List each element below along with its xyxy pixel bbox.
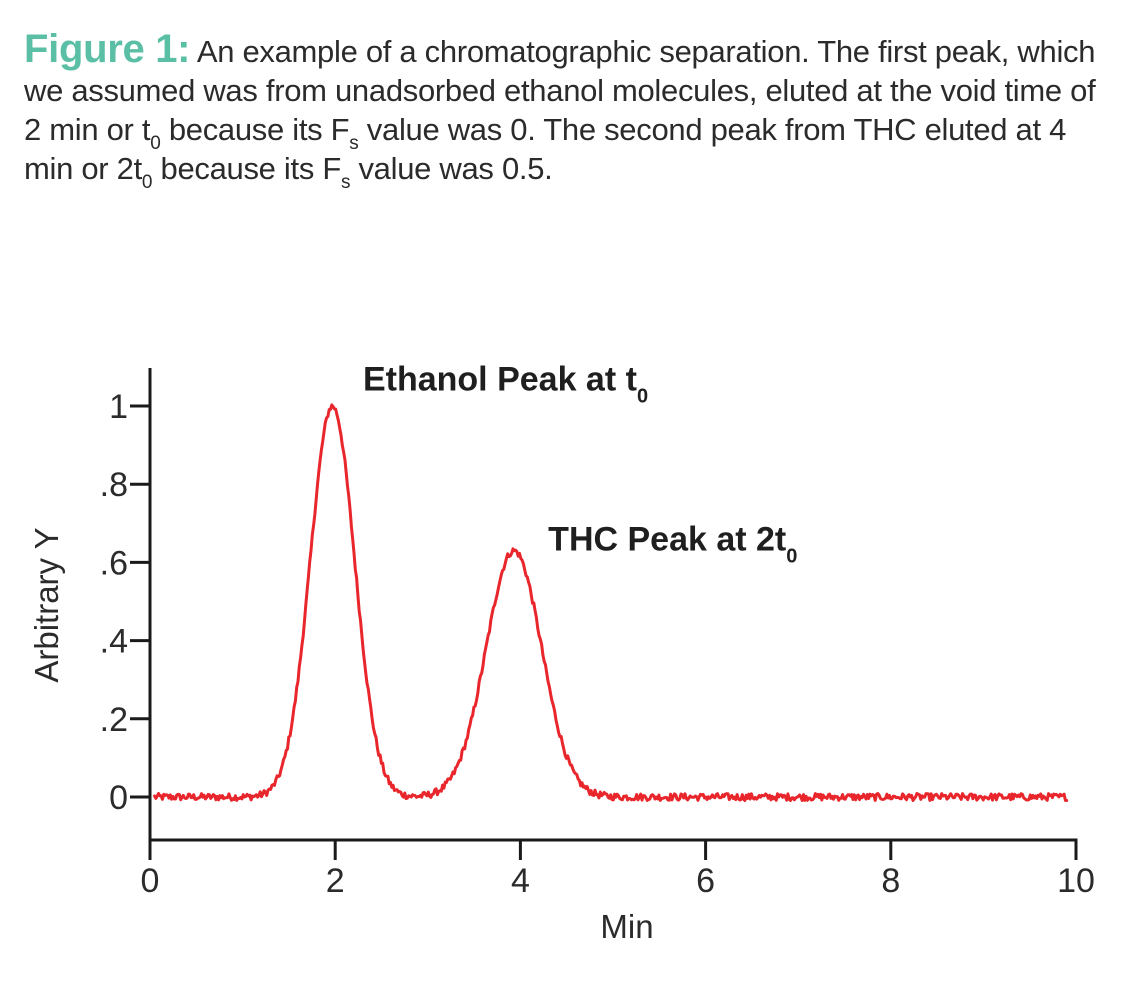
ethanol-peak-annotation-text: Ethanol Peak at t <box>363 360 637 398</box>
y-tick-label-5: 1 <box>109 388 128 426</box>
x-tick-label-0: 0 <box>141 862 160 900</box>
y-tick-label-1: .2 <box>100 701 128 739</box>
caption-text-5: value was 0.5. <box>350 151 553 186</box>
y-tick-label-4: .8 <box>100 466 128 504</box>
figure-caption: Figure 1: An example of a chromatographi… <box>24 27 1114 192</box>
caption-text-2: because its F <box>160 112 350 147</box>
x-tick-label-2: 4 <box>511 862 530 900</box>
y-axis-title: Arbitrary Y <box>28 527 65 682</box>
thc-peak-annotation-subscript: 0 <box>786 546 797 568</box>
ethanol-peak-annotation-subscript: 0 <box>637 385 648 407</box>
caption-subscript-3: 0 <box>141 172 153 193</box>
thc-peak-annotation-text: THC Peak at 2t <box>548 521 786 559</box>
caption-subscript-2: s <box>349 133 359 154</box>
ethanol-peak-annotation: Ethanol Peak at t0 <box>363 360 648 407</box>
chart-axes <box>130 368 1078 860</box>
y-tick-label-0: 0 <box>109 779 128 817</box>
x-tick-label-1: 2 <box>326 862 345 900</box>
figure-label: Figure 1: <box>24 27 191 71</box>
x-axis-title: Min <box>600 908 653 945</box>
y-tick-label-3: .6 <box>100 544 128 582</box>
series-line-0 <box>153 403 1069 802</box>
caption-text-3: value was 0. The second peak from THC el… <box>24 112 1067 186</box>
x-tick-label-4: 8 <box>881 862 900 900</box>
x-tick-label-5: 10 <box>1057 862 1095 900</box>
x-tick-label-3: 6 <box>696 862 715 900</box>
caption-text-4: because its F <box>152 151 342 186</box>
thc-peak-annotation: THC Peak at 2t0 <box>548 521 797 568</box>
y-tick-label-2: .4 <box>100 623 128 661</box>
caption-subscript-1: 0 <box>150 133 161 154</box>
caption-text-1: An example of a chromatographic separati… <box>24 34 1096 147</box>
chart-marks <box>153 403 1069 802</box>
caption-subscript-4: s <box>340 172 351 193</box>
